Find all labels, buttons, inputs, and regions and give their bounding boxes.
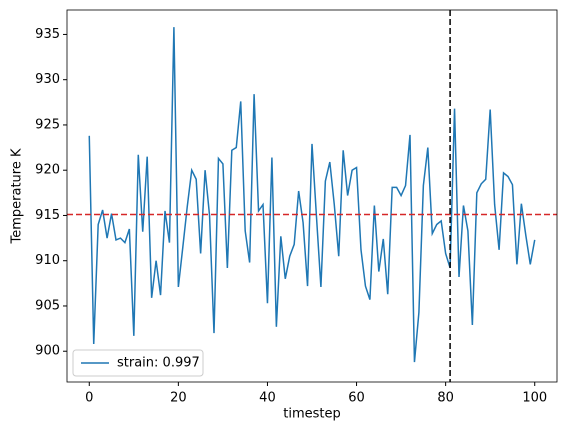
x-tick-label: 0 [85, 391, 93, 406]
legend-label: strain: 0.997 [117, 356, 200, 371]
x-tick-label: 100 [522, 391, 547, 406]
y-tick-label: 925 [35, 117, 60, 132]
x-tick-label: 60 [348, 391, 365, 406]
plot-frame [66, 9, 558, 383]
x-tick-label: 20 [170, 391, 187, 406]
y-tick-label: 920 [35, 163, 60, 178]
x-axis-label: timestep [283, 407, 341, 422]
data-line [88, 27, 536, 363]
legend-box [72, 349, 204, 377]
y-tick-label: 910 [35, 253, 60, 268]
x-tick-label: 40 [259, 391, 276, 406]
x-tick-label: 80 [437, 391, 454, 406]
y-tick-label: 935 [35, 27, 60, 42]
y-axis-label: Temperature K [10, 148, 25, 244]
y-tick-label: 915 [35, 208, 60, 223]
y-tick-label: 905 [35, 298, 60, 313]
y-tick-label: 930 [35, 72, 60, 87]
y-tick-label: 900 [35, 344, 60, 359]
